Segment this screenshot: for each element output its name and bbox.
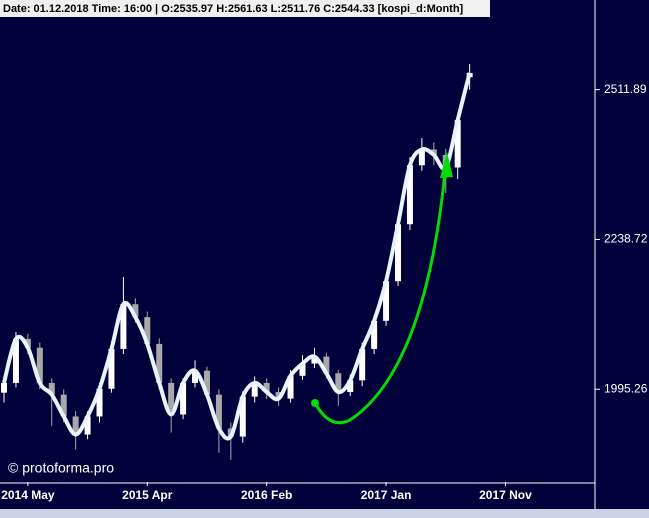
candle-body [84,416,91,435]
candle-body [12,338,19,383]
x-tick-label: 2014 May [1,488,55,502]
candle-body [180,382,187,415]
arrow [313,171,447,425]
candle-body [263,382,270,393]
candle-body [192,370,199,383]
candle-body [371,320,378,349]
arrow-start [311,399,319,407]
candle-body [323,356,330,374]
candle-body [430,149,437,155]
candle-body [418,149,425,166]
candle-body [156,343,163,383]
header-text: Date: 01.12.2018 Time: 16:00 | O:2535.97… [3,3,464,15]
candle-body [120,304,127,349]
candle-body [383,281,390,321]
candle-body [168,382,175,415]
watermark: © protoforma.pro [8,460,114,476]
candle-body [132,304,139,318]
candle-body [299,363,306,376]
bottom-strip [0,509,649,518]
header-bar [0,0,490,17]
candle-body [144,317,151,344]
candle-body [1,382,7,393]
x-tick-label: 2017 Nov [479,488,532,502]
candle-body [108,348,115,389]
candle-body [60,394,67,417]
candle-body [275,392,282,399]
y-tick-label: 2511.89 [604,82,647,96]
candle-body [239,396,246,437]
arrow-head [440,152,453,178]
candle-body [335,373,342,393]
candle-body [72,416,79,435]
candle-body [311,356,318,364]
y-tick-label: 2238.72 [604,232,648,246]
close-line [2,72,472,441]
candle-body [96,388,103,417]
candle-body [48,382,55,395]
candle-body [24,338,31,348]
candle-body [36,347,43,383]
candle-body [215,394,222,429]
candle-body [251,382,258,397]
candle-body [347,380,354,393]
x-tick-label: 2017 Jan [361,488,412,502]
candle-body [359,348,366,381]
candle-body [406,165,413,225]
x-tick-label: 2016 Feb [241,488,292,502]
candle-body [287,375,294,399]
y-tick-label: 1995.26 [604,381,648,395]
candle-body [395,224,401,282]
candle-body [203,370,210,395]
plot [1,64,473,460]
x-tick-label: 2015 Apr [122,488,173,502]
candle-body [454,119,461,168]
